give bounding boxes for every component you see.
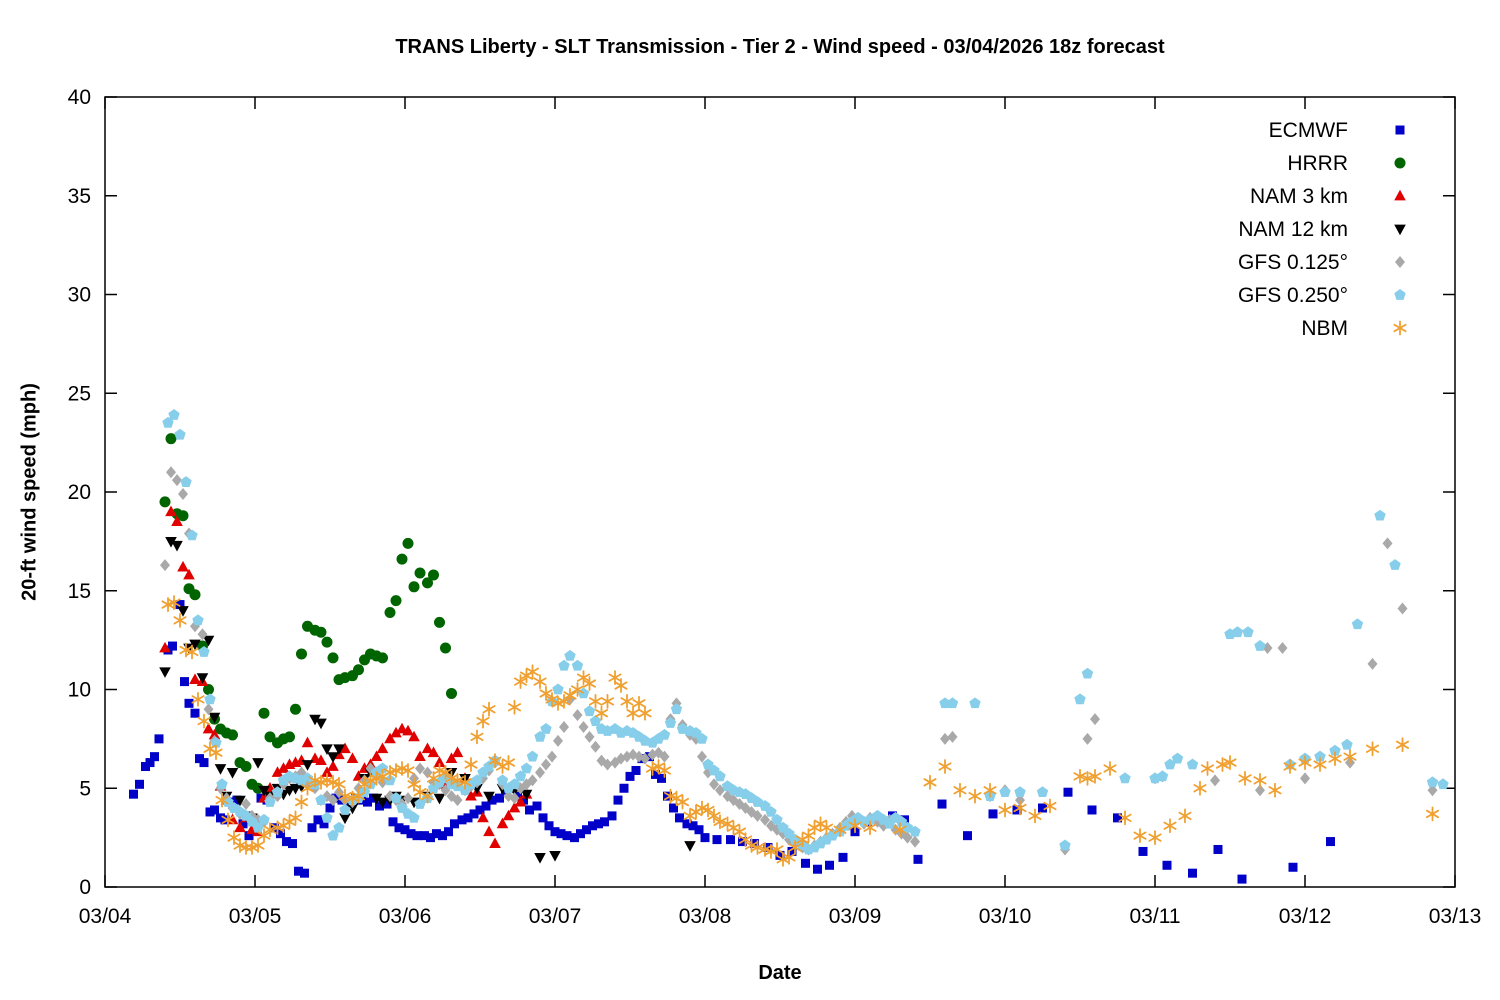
series-gfs-0-250-points bbox=[162, 408, 1449, 855]
legend-label: GFS 0.250° bbox=[1238, 284, 1348, 307]
y-tick-label: 20 bbox=[68, 481, 91, 504]
legend-marker-triangle-down-icon bbox=[1394, 224, 1406, 236]
legend-marker-asterisk-icon bbox=[1393, 320, 1407, 336]
y-tick-label: 10 bbox=[68, 679, 91, 702]
x-tick-label: 03/07 bbox=[529, 905, 582, 928]
y-tick-label: 5 bbox=[79, 777, 91, 800]
legend-marker-circle-icon bbox=[1394, 157, 1406, 169]
y-axis-title: 20-ft wind speed (mph) bbox=[18, 383, 41, 601]
legend-label: ECMWF bbox=[1269, 119, 1348, 142]
y-tick-label: 40 bbox=[68, 86, 91, 109]
legend-label: NAM 12 km bbox=[1238, 218, 1348, 241]
plot-border bbox=[104, 96, 1456, 888]
series-nbm-points bbox=[161, 595, 1440, 867]
x-tick-label: 03/06 bbox=[379, 905, 432, 928]
x-tick-label: 03/04 bbox=[79, 905, 132, 928]
x-tick-label: 03/05 bbox=[229, 905, 282, 928]
x-tick-label: 03/10 bbox=[979, 905, 1032, 928]
series-nam-3-km-points bbox=[159, 505, 533, 848]
x-tick-label: 03/09 bbox=[829, 905, 882, 928]
x-tick-label: 03/12 bbox=[1279, 905, 1332, 928]
legend-marker-pentagon-icon bbox=[1394, 289, 1406, 300]
x-axis-title: Date bbox=[758, 962, 802, 984]
x-tick-label: 03/11 bbox=[1130, 905, 1181, 928]
y-tick-label: 30 bbox=[68, 284, 91, 307]
legend-label: NBM bbox=[1301, 317, 1348, 340]
legend: ECMWF HRRR NAM 3 km NAM 12 km GFS 0.125° GFS … bbox=[1238, 119, 1407, 340]
legend-label: HRRR bbox=[1287, 152, 1348, 175]
axis-tick-labels: 0 5 10 15 20 25 30 35 40 03/04 03/05 03/06 03/07 03/0… bbox=[68, 86, 1482, 928]
y-tick-label: 0 bbox=[79, 876, 91, 899]
legend-marker-square-icon bbox=[1395, 125, 1405, 135]
y-tick-label: 25 bbox=[68, 382, 91, 405]
x-tick-label: 03/08 bbox=[679, 905, 732, 928]
y-tick-label: 35 bbox=[68, 185, 91, 208]
legend-marker-triangle-up-icon bbox=[1394, 189, 1406, 201]
chart-title: TRANS Liberty - SLT Transmission - Tier … bbox=[395, 36, 1165, 58]
legend-label: GFS 0.125° bbox=[1238, 251, 1348, 274]
x-tick-label: 03/13 bbox=[1429, 905, 1482, 928]
legend-label: NAM 3 km bbox=[1250, 185, 1348, 208]
y-tick-label: 15 bbox=[68, 580, 91, 603]
legend-marker-diamond-icon bbox=[1395, 256, 1405, 268]
series-hrrr-points bbox=[159, 433, 457, 794]
